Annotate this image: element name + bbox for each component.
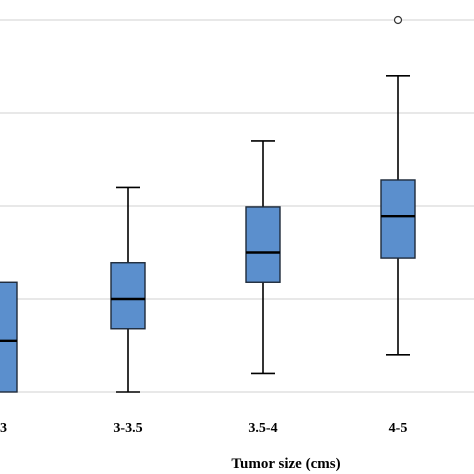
- box-3-3.5: [110, 186, 146, 393]
- box-series: [0, 15, 416, 393]
- gridlines: [0, 19, 474, 393]
- box-4-5: [380, 15, 416, 356]
- box-3.5-4: [245, 140, 281, 375]
- box-2-3: [0, 281, 18, 393]
- box-rect-3.5-4: [245, 206, 281, 283]
- x-tick-label-2: 3-3.5: [113, 421, 142, 436]
- x-tick-labels: 3 3-3.5 3.5-4 4-5: [0, 421, 407, 436]
- x-axis-title: Tumor size (cms): [231, 456, 340, 472]
- x-tick-label-1: 3: [0, 421, 7, 436]
- box-rect-3-3.5: [110, 262, 146, 330]
- x-tick-label-4: 4-5: [389, 421, 408, 436]
- x-tick-label-3: 3.5-4: [248, 421, 277, 436]
- box-rect-4-5: [380, 179, 416, 259]
- outlier-4-5-0: [393, 15, 403, 25]
- box-rect-2-3: [0, 281, 18, 393]
